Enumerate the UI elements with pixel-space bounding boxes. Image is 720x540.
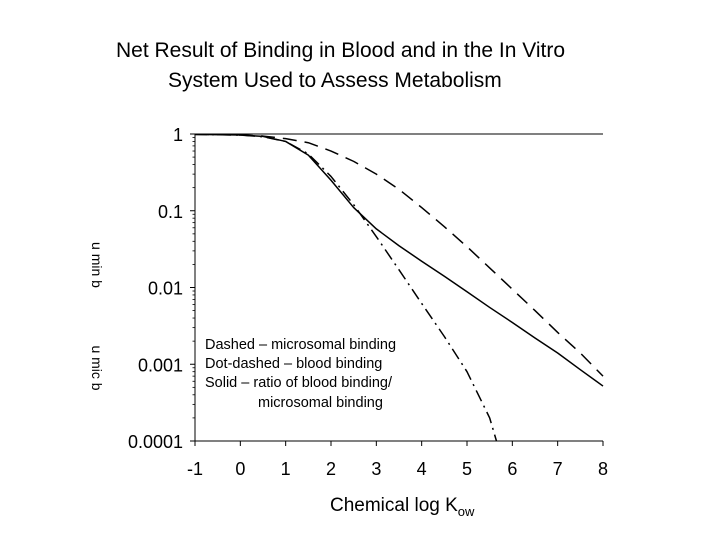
chart-title-line-1: Net Result of Binding in Blood and in th… bbox=[116, 39, 566, 62]
y-tick-label: 0.001 bbox=[138, 355, 183, 375]
y-tick-label: 0.1 bbox=[158, 202, 183, 222]
x-axis-label-subscript: ow bbox=[458, 504, 475, 519]
x-tick-label: 4 bbox=[417, 459, 427, 479]
axis-labels: Chemical log Kow u mic b u min b bbox=[89, 242, 475, 519]
series-line-solid bbox=[194, 133, 604, 387]
x-tick-label: 3 bbox=[371, 459, 381, 479]
series-line-dashed bbox=[194, 133, 604, 377]
x-tick-label: 1 bbox=[281, 459, 291, 479]
y-axis-label: u min b bbox=[89, 242, 105, 288]
y-tick-label: 0.0001 bbox=[128, 432, 183, 452]
axes: 1 0.1 0.01 0.001 0.0001-1 0 1 2 3 4 5 6 7 8 bbox=[128, 125, 608, 479]
x-tick-label: -1 bbox=[187, 459, 203, 479]
legend: Dashed – microsomal binding Dot-dashed – … bbox=[205, 337, 396, 411]
x-axis-label: Chemical log Kow bbox=[330, 495, 475, 519]
x-tick-label: 7 bbox=[553, 459, 563, 479]
x-tick-label: 0 bbox=[235, 459, 245, 479]
y-tick-label: 0.01 bbox=[148, 279, 183, 299]
chart-title: Net Result of Binding in Blood and in th… bbox=[60, 36, 700, 96]
x-tick-label: 8 bbox=[598, 459, 608, 479]
x-tick-label: 5 bbox=[462, 459, 472, 479]
y-axis-label: u mic b bbox=[89, 345, 105, 390]
legend-entry: Dashed – microsomal binding bbox=[205, 337, 396, 353]
x-tick-label: 2 bbox=[326, 459, 336, 479]
x-tick-label: 6 bbox=[507, 459, 517, 479]
series-lines bbox=[194, 133, 604, 442]
chart-title-line-2: System Used to Assess Metabolism bbox=[168, 69, 502, 92]
legend-entry: Dot-dashed – blood binding bbox=[205, 356, 382, 372]
y-tick-label: 1 bbox=[173, 125, 183, 145]
legend-entry: microsomal binding bbox=[258, 395, 383, 411]
legend-entry: Solid – ratio of blood binding/ bbox=[205, 375, 393, 391]
